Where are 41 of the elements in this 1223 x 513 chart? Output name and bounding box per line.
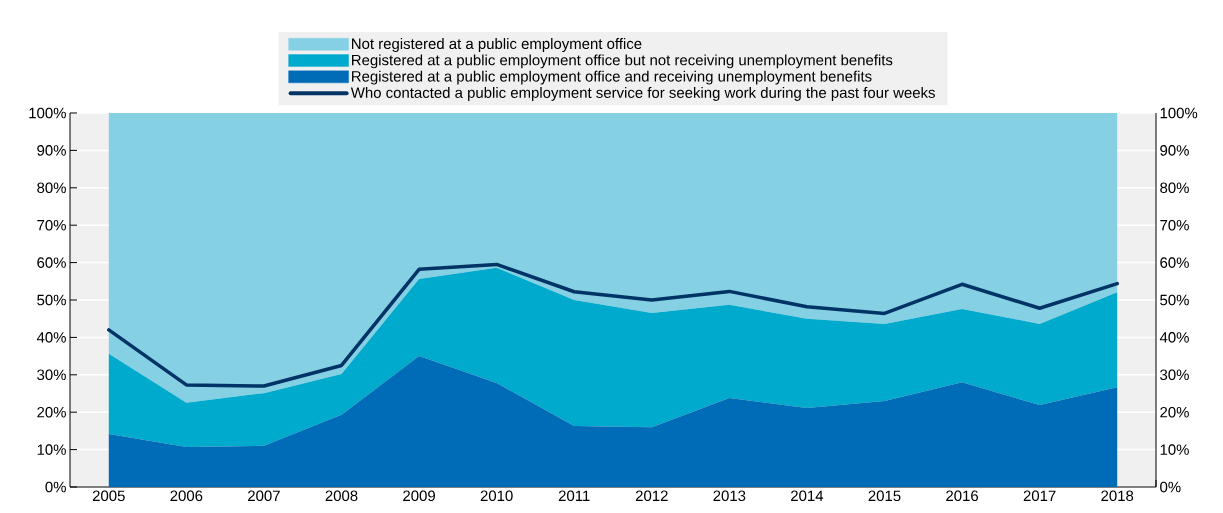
x-tick-label: 2014: [791, 490, 824, 502]
y-tick-label: 60%: [37, 257, 66, 268]
y2-tick-label: 60%: [1160, 257, 1189, 268]
x-tick-label: 2017: [1023, 490, 1056, 502]
y2-tick-label: 70%: [1160, 219, 1189, 231]
y-tick-label: 50%: [37, 294, 66, 306]
x-tick-label: 2012: [635, 490, 668, 502]
x-tick-label: 2005: [92, 490, 125, 502]
legend-label: Who contacted a public employment service for seeking work during the past four weeks: [350, 87, 935, 101]
x-tick-label: 2011: [558, 490, 590, 502]
line-series: [107, 262, 1119, 388]
y2-tick-label: 30%: [1160, 369, 1189, 381]
y2-tick-label: 20%: [1160, 406, 1189, 418]
legend-label: Registered at a public employment office and receiving unemployment benefits: [352, 70, 872, 85]
y-tick-label: 100%: [29, 107, 66, 119]
x-tick-label: 2006: [170, 490, 203, 502]
y2-tick-label: 50%: [1160, 294, 1189, 306]
y-tick-label: 80%: [37, 182, 66, 194]
x-tick-label: 2010: [480, 490, 513, 502]
y2-tick-label: 80%: [1160, 182, 1189, 194]
x-tick-label: 2008: [325, 490, 358, 502]
legend-label: Registered at a public employment office but not receiving unemployment benefits: [352, 54, 893, 69]
y-tick-label: 20%: [37, 406, 66, 418]
x-tick-label: 2009: [403, 490, 435, 502]
y-tick-label: 40%: [36, 332, 66, 343]
y-tick-label: 10%: [37, 444, 66, 455]
y-tick-label: 0%: [45, 481, 66, 493]
x-tick-label: 2018: [1101, 490, 1134, 502]
y2-tick-label: 100%: [1160, 107, 1198, 119]
y2-tick-label: 10%: [1160, 444, 1189, 455]
y-tick-label: 70%: [37, 219, 66, 231]
y2-tick-label: 90%: [1160, 145, 1189, 156]
x-tick-label: 2007: [248, 490, 280, 502]
y2-tick-label: 0%: [1160, 481, 1181, 493]
y-tick-label: 90%: [37, 145, 66, 156]
x-tick-label: 2013: [713, 490, 746, 502]
legend-label: Not registered at a public employment office: [352, 38, 642, 52]
x-tick-label: 2015: [868, 490, 901, 502]
x-tick-label: 2016: [946, 490, 979, 502]
y2-tick-label: 40%: [1159, 332, 1189, 343]
y-tick-label: 30%: [37, 369, 66, 381]
